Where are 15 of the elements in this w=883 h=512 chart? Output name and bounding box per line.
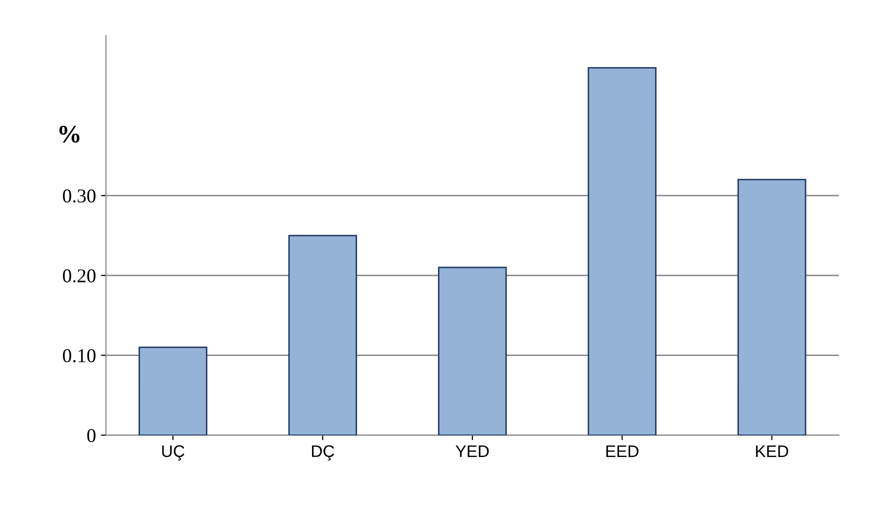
x-tick-label: EED (606, 446, 638, 457)
x-tick-label: UÇ (162, 445, 184, 460)
bar (288, 234, 358, 436)
x-tick-label: KED (756, 446, 788, 457)
y-tick-label: 0.30 (62, 189, 96, 203)
bar (138, 346, 208, 436)
bar (438, 266, 507, 436)
y-tick-label: 0 (87, 429, 96, 442)
x-tick-label: DÇ (312, 445, 334, 460)
x-tick-label: YED (456, 446, 489, 457)
y-tick-label: 0.10 (62, 349, 96, 362)
bar (737, 178, 806, 436)
y-tick-label: 0.20 (62, 269, 96, 282)
y-axis-title: % (59, 126, 80, 143)
bar (588, 67, 657, 436)
